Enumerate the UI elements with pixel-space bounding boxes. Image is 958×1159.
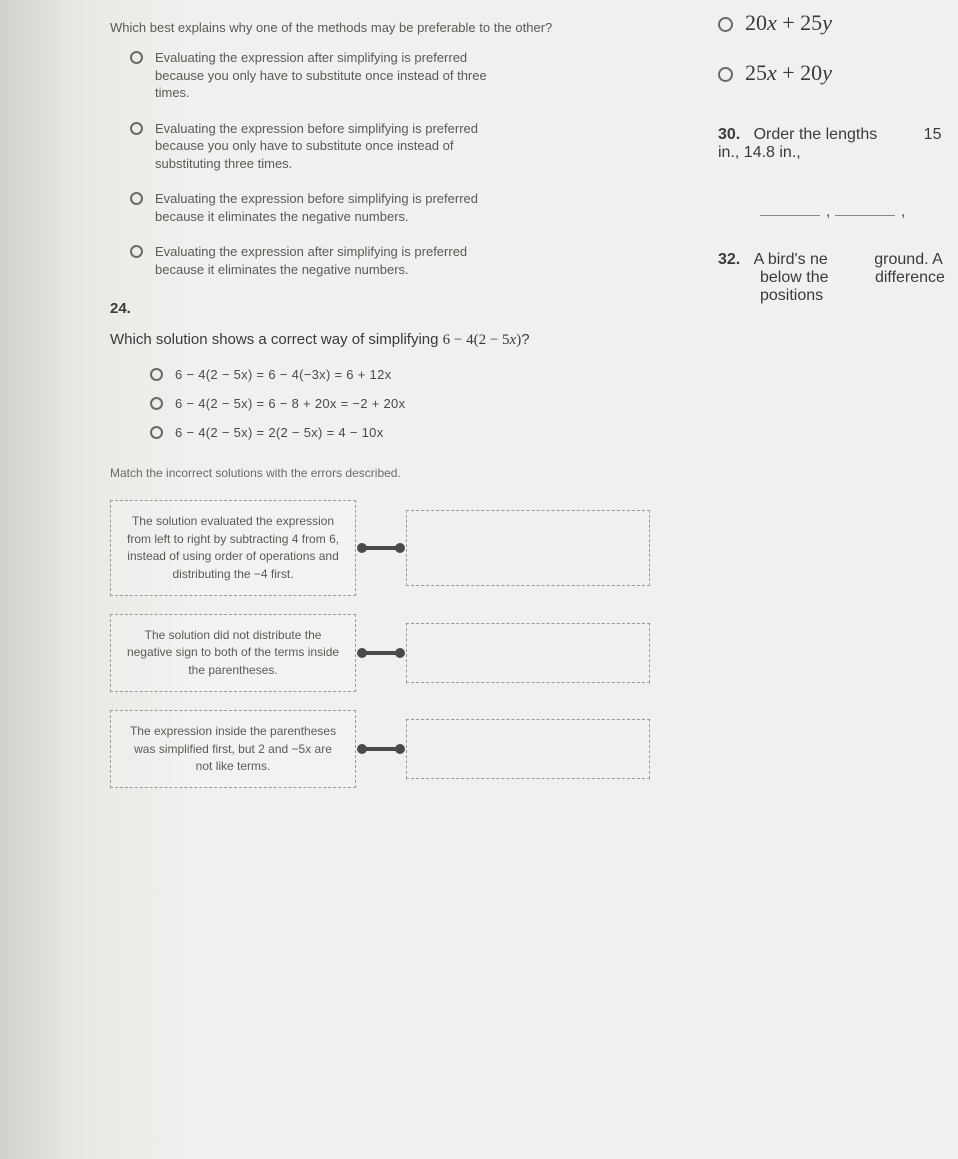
q23-option-d[interactable]: Evaluating the expression after simplify… [130, 243, 650, 278]
q32-number: 32. [718, 251, 740, 268]
equation-text: 6 − 4(2 − 5x) = 6 − 4(−3x) = 6 + 12x [175, 367, 391, 382]
right-column: 20x + 25y 25x + 20y 30. Order the length… [718, 10, 958, 329]
match-row-1: The solution evaluated the expression fr… [110, 500, 650, 596]
blank-line[interactable] [835, 202, 895, 216]
q32-line-2: below the [760, 269, 829, 286]
match-target-3[interactable] [406, 719, 650, 779]
q24-option-a[interactable]: 6 − 4(2 − 5x) = 6 − 4(−3x) = 6 + 12x [150, 367, 650, 382]
math-expression: 20x + 25y [745, 10, 832, 36]
q32-line-3: difference [875, 269, 945, 286]
math-expression: 25x + 20y [745, 60, 832, 86]
match-row-3: The expression inside the parentheses wa… [110, 710, 650, 788]
radio-icon [130, 122, 143, 135]
q30-blanks: , , [760, 202, 958, 221]
q32-line-4: positions [760, 287, 823, 304]
left-column: Which best explains why one of the metho… [110, 20, 650, 806]
option-text: Evaluating the expression before simplif… [155, 190, 515, 225]
match-source-1[interactable]: The solution evaluated the expression fr… [110, 500, 356, 596]
match-row-2: The solution did not distribute the nega… [110, 614, 650, 692]
option-text: Evaluating the expression before simplif… [155, 120, 515, 173]
match-target-1[interactable] [406, 510, 650, 586]
right-option-1[interactable]: 20x + 25y [718, 10, 958, 36]
equation-text: 6 − 4(2 − 5x) = 6 − 8 + 20x = −2 + 20x [175, 396, 405, 411]
radio-icon [150, 368, 163, 381]
radio-icon [130, 245, 143, 258]
q24-option-b[interactable]: 6 − 4(2 − 5x) = 6 − 8 + 20x = −2 + 20x [150, 396, 650, 411]
match-target-2[interactable] [406, 623, 650, 683]
worksheet-page: Which best explains why one of the metho… [0, 0, 958, 1159]
q30-block: 30. Order the lengths 15 in., 14.8 in., … [718, 126, 958, 221]
connector-icon [362, 747, 400, 751]
match-instruction: Match the incorrect solutions with the e… [110, 466, 650, 480]
q24-option-c[interactable]: 6 − 4(2 − 5x) = 2(2 − 5x) = 4 − 10x [150, 425, 650, 440]
q23-option-b[interactable]: Evaluating the expression before simplif… [130, 120, 650, 173]
equation-text: 6 − 4(2 − 5x) = 2(2 − 5x) = 4 − 10x [175, 425, 384, 440]
q30-text [745, 126, 754, 143]
radio-icon [130, 51, 143, 64]
q32-line-0: A bird's ne [754, 251, 828, 268]
q30-number: 30. [718, 126, 740, 143]
radio-icon [718, 67, 733, 82]
option-text: Evaluating the expression after simplify… [155, 243, 515, 278]
blank-line[interactable] [760, 202, 820, 216]
radio-icon [718, 17, 733, 32]
radio-icon [150, 426, 163, 439]
radio-icon [150, 397, 163, 410]
q23-stem: Which best explains why one of the metho… [110, 20, 650, 35]
q23-option-c[interactable]: Evaluating the expression before simplif… [130, 190, 650, 225]
q24-expression: 6 − 4(2 − 5x) [443, 332, 522, 348]
q24-stem: Which solution shows a correct way of si… [110, 331, 650, 349]
match-source-3[interactable]: The expression inside the parentheses wa… [110, 710, 356, 788]
radio-icon [130, 192, 143, 205]
q30-text-content: Order the lengths [754, 126, 878, 143]
right-option-2[interactable]: 25x + 20y [718, 60, 958, 86]
q24-stem-text: Which solution shows a correct way of si… [110, 331, 443, 348]
q32-line-1: ground. A [874, 251, 943, 268]
connector-icon [362, 651, 400, 655]
q24-qmark: ? [521, 331, 529, 348]
option-text: Evaluating the expression after simplify… [155, 49, 515, 102]
connector-icon [362, 546, 400, 550]
q24-number: 24. [110, 300, 650, 317]
q32-line [745, 251, 754, 268]
q32-block: 32. A bird's ne ground. A below the diff… [718, 251, 958, 305]
q23-option-a[interactable]: Evaluating the expression after simplify… [130, 49, 650, 102]
match-source-2[interactable]: The solution did not distribute the nega… [110, 614, 356, 692]
